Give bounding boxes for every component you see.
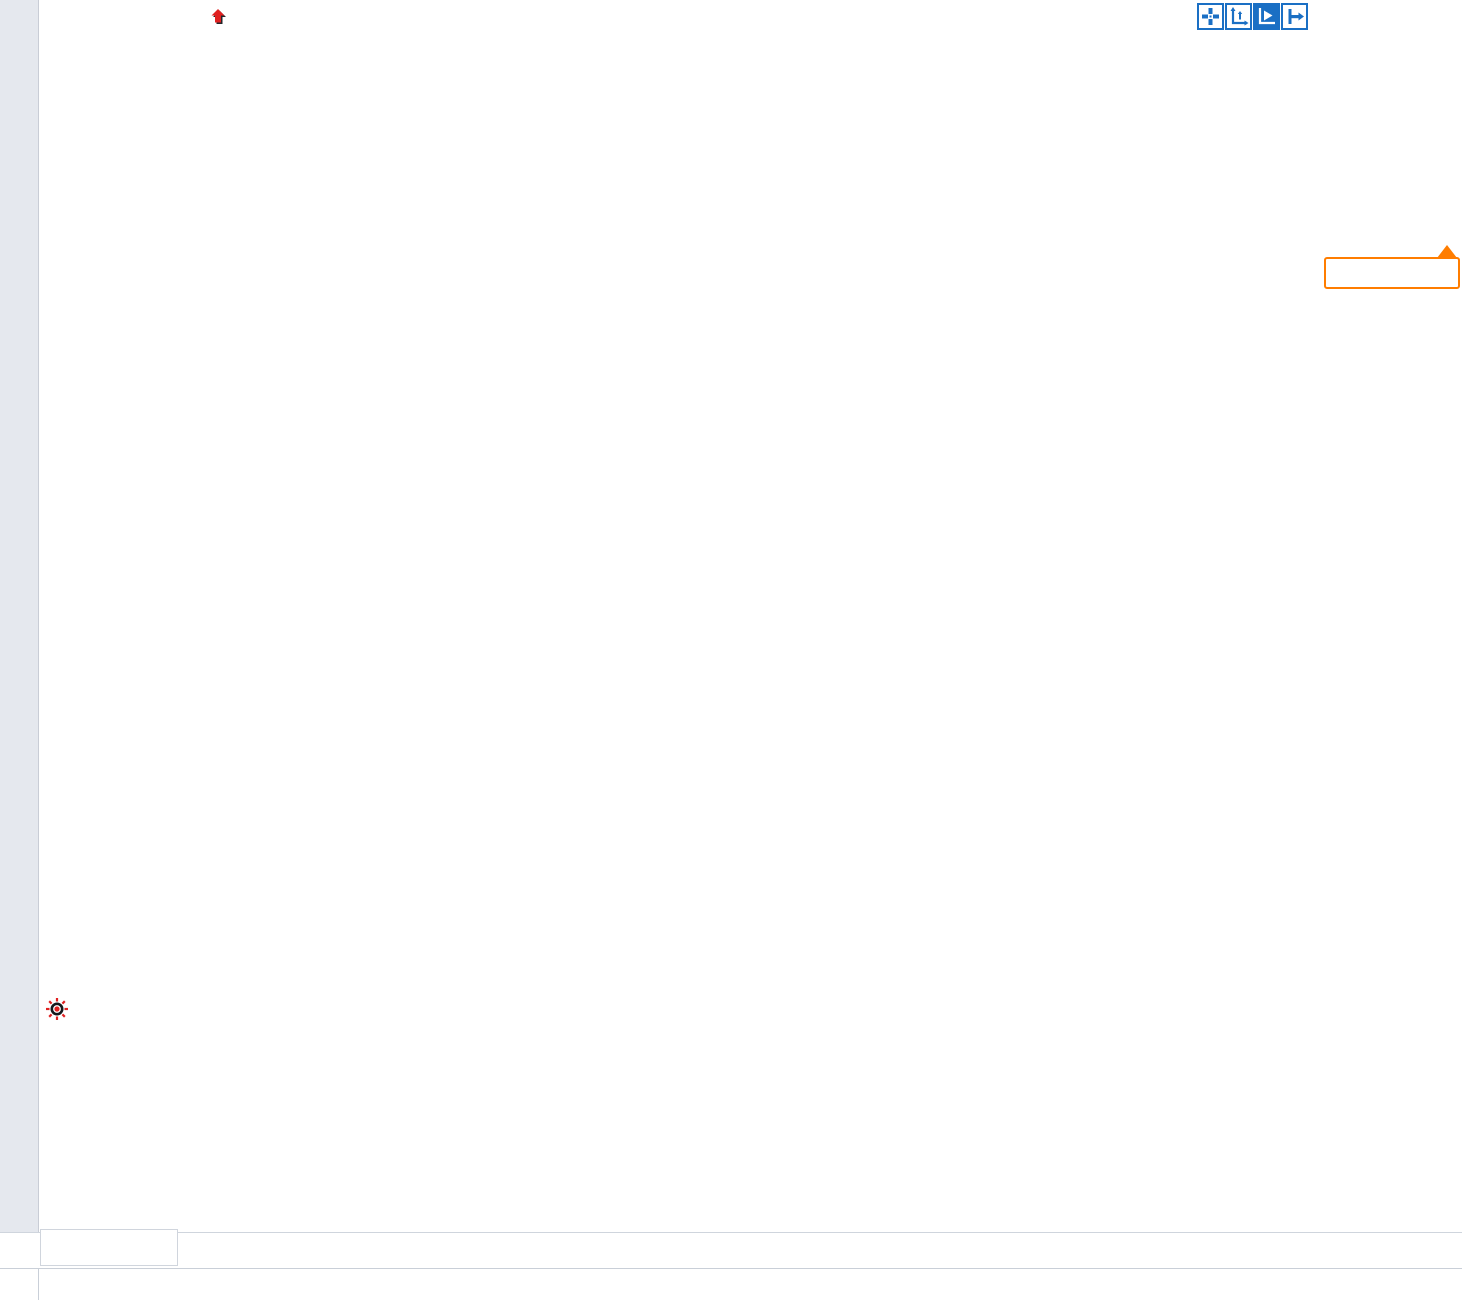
current-price-tag <box>1324 245 1460 289</box>
tabbar-spacer <box>0 1269 39 1300</box>
price-up-triangle-icon <box>1437 245 1457 258</box>
axis-play-icon[interactable] <box>1253 3 1280 30</box>
alert-arrow-icon <box>210 8 227 26</box>
move-crosshair-icon[interactable] <box>1197 3 1224 30</box>
indicator-settings-sun-icon[interactable] <box>45 997 69 1026</box>
chart-header <box>186 3 235 31</box>
sidebar <box>0 0 39 1232</box>
period-selector[interactable] <box>40 1229 178 1266</box>
exit-right-icon[interactable] <box>1281 3 1308 30</box>
indicator-tabbar <box>0 1268 1462 1300</box>
chart-toolbar <box>1197 3 1308 30</box>
axis-zoom-icon[interactable] <box>1225 3 1252 30</box>
time-axis-row <box>0 1232 1462 1269</box>
